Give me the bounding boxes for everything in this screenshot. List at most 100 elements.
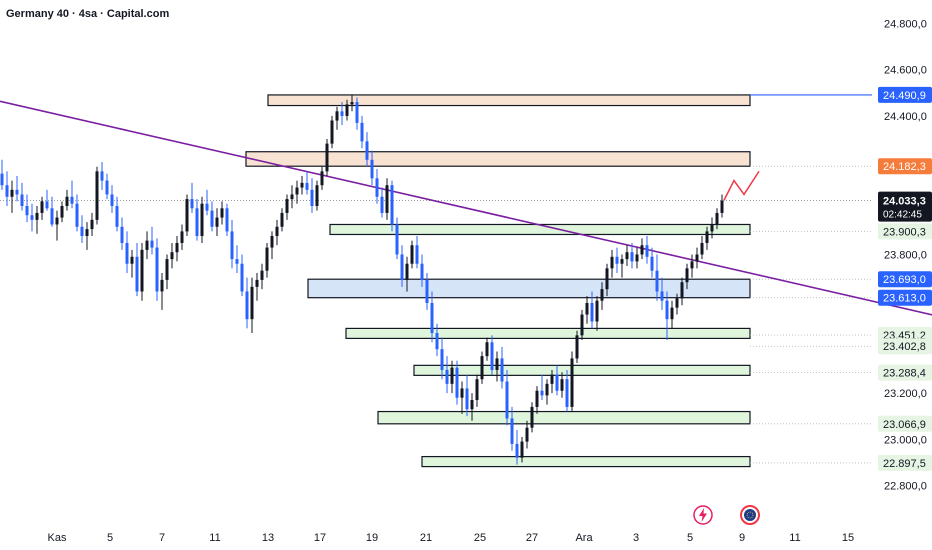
- y-tick-label: 24.400,0: [884, 111, 927, 123]
- projection-path: [723, 170, 760, 201]
- candle-body: [565, 379, 569, 407]
- candle-body: [450, 367, 454, 384]
- y-tick-label: 23.000,0: [884, 434, 927, 446]
- candle-body: [590, 303, 594, 322]
- flash-icon[interactable]: [692, 504, 714, 526]
- candle-body: [615, 256, 619, 264]
- candle-body: [0, 173, 4, 186]
- globe-icon[interactable]: [739, 504, 761, 526]
- candle-body: [245, 291, 249, 320]
- candle-body: [135, 256, 139, 292]
- candle-body: [610, 256, 614, 269]
- candle-body: [580, 314, 584, 336]
- candle-body: [460, 388, 464, 398]
- candle-body: [310, 189, 314, 206]
- y-tick-label: 24.600,0: [884, 65, 927, 77]
- candle-body: [415, 245, 419, 264]
- last-price-badge: [878, 191, 932, 222]
- zone-support: [377, 410, 751, 425]
- candle-body: [120, 226, 124, 243]
- price-label-badge: [878, 271, 932, 288]
- candle-body: [540, 390, 544, 396]
- candle-body: [335, 111, 339, 121]
- candle-body: [265, 247, 269, 271]
- candle-body: [255, 279, 259, 287]
- y-tick-label: 22.800,0: [884, 480, 927, 492]
- candle-body: [175, 242, 179, 253]
- candle-body: [560, 379, 564, 391]
- candle-body: [130, 256, 134, 264]
- candle-body: [150, 240, 154, 248]
- price-label-badge: [878, 415, 932, 432]
- x-tick-label: 5: [687, 532, 693, 544]
- x-tick-label: 11: [789, 532, 800, 544]
- candle-body: [235, 259, 239, 264]
- candle-body: [320, 171, 324, 186]
- candle-body: [220, 208, 224, 218]
- x-tick-label: 27: [526, 532, 538, 544]
- candle-body: [535, 390, 539, 407]
- y-tick-label: 23.200,0: [884, 388, 927, 400]
- candle-body: [530, 406, 534, 428]
- candle-body: [435, 333, 439, 350]
- price-label-badge: [878, 223, 932, 240]
- zone-layer: [245, 94, 751, 468]
- candle-body: [205, 203, 209, 211]
- candle-body: [25, 206, 29, 216]
- candle-body: [500, 358, 504, 382]
- candle-body: [65, 196, 69, 206]
- price-label-text: 23.693,0: [883, 274, 926, 286]
- candle-body: [240, 263, 244, 292]
- candle-body: [440, 349, 444, 370]
- chart-title: Germany 40 · 4sa · Capital.com: [6, 8, 170, 20]
- zone-support: [413, 364, 751, 376]
- candle-body: [115, 206, 119, 227]
- candle-body: [505, 381, 509, 419]
- price-axis[interactable]: 24.800,0 24.600,0 24.400,0 23.800,0 23.200,0…: [878, 19, 932, 493]
- x-tick-label: 7: [159, 532, 165, 544]
- candle-body: [35, 212, 39, 220]
- trendline: [0, 100, 932, 316]
- x-tick-label: Ara: [575, 532, 593, 544]
- candle-body: [470, 400, 474, 410]
- candle-body: [445, 369, 449, 384]
- candle-body: [410, 245, 414, 264]
- candle-body: [390, 185, 394, 225]
- time-axis[interactable]: Kas 5 7 11 13 17 19 21 25 27 Ara 3 5 9 11 15: [48, 532, 855, 544]
- candle-body: [680, 282, 684, 299]
- candle-body: [280, 212, 284, 227]
- candle-body: [670, 307, 674, 320]
- price-label-text: 24.490,9: [883, 90, 926, 102]
- candle-body: [125, 242, 129, 264]
- candle-body: [675, 298, 679, 308]
- price-label-text: 22.897,5: [883, 458, 926, 470]
- candle-body: [380, 196, 384, 213]
- candle-body: [250, 286, 254, 320]
- candle-body: [660, 291, 664, 301]
- candle-body: [180, 231, 184, 243]
- candle-body: [645, 245, 649, 257]
- candle-body: [225, 208, 229, 232]
- candle-body: [405, 263, 409, 280]
- candle-body: [685, 268, 689, 283]
- candle-body: [100, 171, 104, 181]
- candle-body: [195, 208, 199, 237]
- overlay-layer: [723, 170, 760, 201]
- candle-body: [665, 300, 669, 320]
- candle-body: [600, 289, 604, 301]
- candle-body: [430, 303, 434, 334]
- candle-body: [695, 254, 699, 262]
- candle-body: [485, 342, 489, 357]
- x-tick-label: 21: [420, 532, 432, 544]
- candle-body: [625, 252, 629, 260]
- candle-body: [80, 226, 84, 237]
- candle-body: [160, 279, 164, 292]
- candle-body: [140, 249, 144, 292]
- x-tick-label: Kas: [48, 532, 67, 544]
- candle-body: [575, 335, 579, 359]
- candle-body: [355, 102, 359, 123]
- price-label-text: 23.402,8: [883, 341, 926, 353]
- candle-body: [495, 358, 499, 370]
- candle-body: [370, 159, 374, 179]
